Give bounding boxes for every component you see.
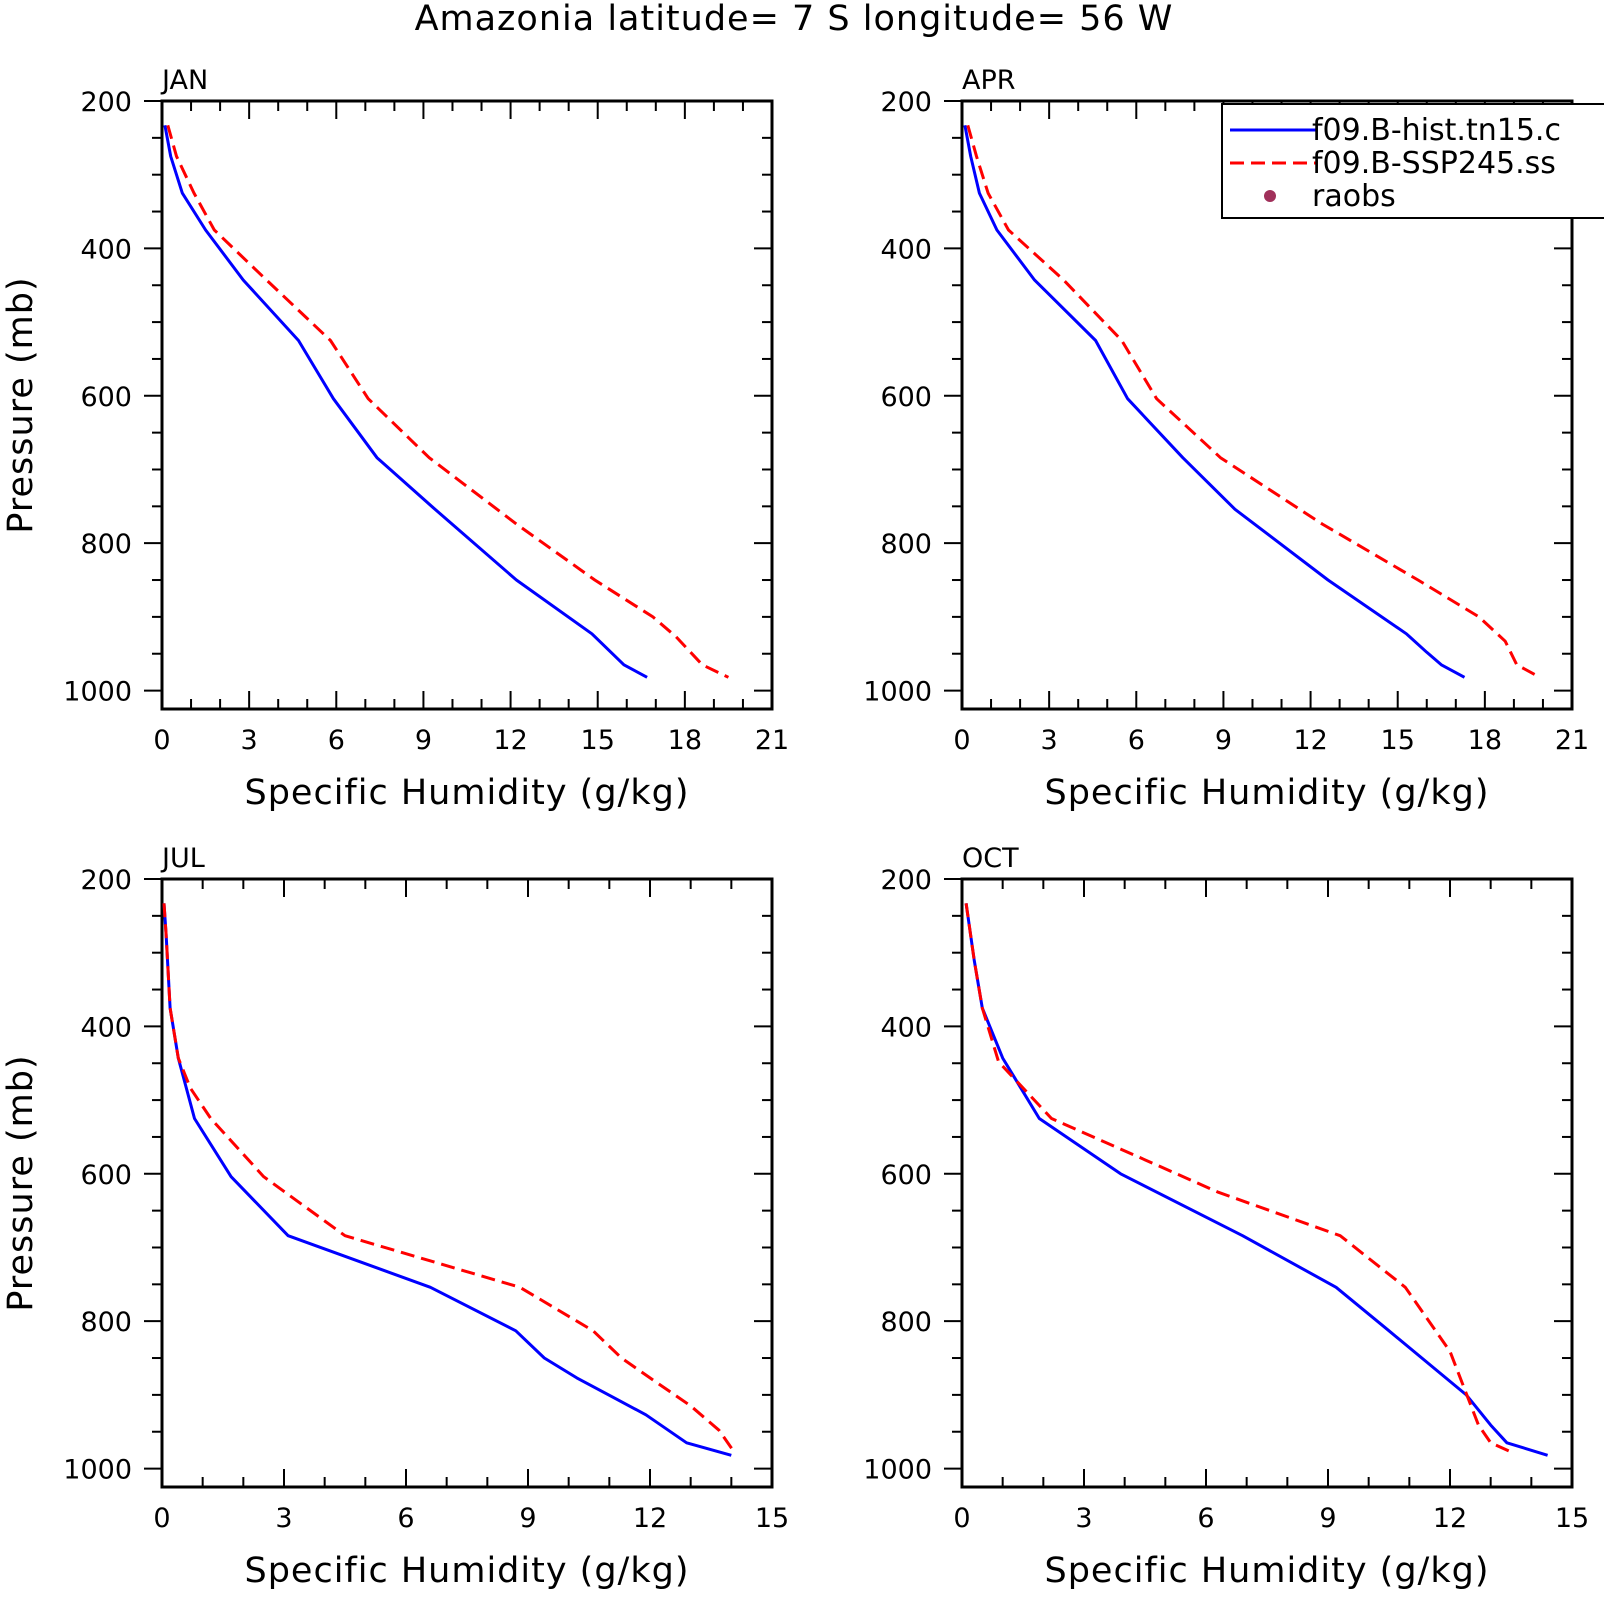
x-axis-label-jul: Specific Humidity (g/kg)	[245, 1551, 690, 1591]
x-tick-label-apr: 12	[1293, 725, 1327, 756]
y-tick-label-jan: 800	[80, 529, 132, 560]
series-line-jan-ssp245	[166, 124, 730, 679]
x-tick-label-jul: 12	[633, 1503, 667, 1534]
series-line-apr-ssp245	[966, 124, 1541, 679]
y-axis-label-jul: Pressure (mb)	[1, 1054, 41, 1311]
plot-frame-jan	[160, 99, 774, 711]
y-tick-label-apr: 200	[880, 87, 932, 118]
y-tick-label-jul: 600	[80, 1160, 132, 1191]
legend-label: f09.B-SSP245.ss	[1312, 146, 1556, 181]
y-tick-label-jul: 200	[80, 865, 132, 896]
x-tick-label-jul: 0	[153, 1503, 170, 1534]
x-axis-label-apr: Specific Humidity (g/kg)	[1045, 773, 1490, 813]
x-tick-label-apr: 0	[953, 725, 970, 756]
series-line-oct-hist	[964, 903, 1549, 1457]
x-tick-label-jan: 12	[493, 725, 527, 756]
panel-jan: JAN 0 3 6 9 12 15 18 21 200 400 600 800 1000 Specific …	[1, 65, 789, 813]
x-tick-label-jan: 9	[415, 725, 432, 756]
panel-jul: JUL 0 3 6 9 12 15 200 400 600 800 1000 Specific Humi…	[1, 843, 789, 1591]
panel-label-jan: JAN	[160, 65, 208, 96]
x-tick-label-apr: 18	[1468, 725, 1502, 756]
y-tick-label-jan: 200	[80, 87, 132, 118]
x-tick-label-jul: 9	[519, 1503, 536, 1534]
x-tick-label-jul: 3	[275, 1503, 292, 1534]
x-tick-label-oct: 12	[1433, 1503, 1467, 1534]
x-tick-label-oct: 6	[1197, 1503, 1214, 1534]
x-axis-label-oct: Specific Humidity (g/kg)	[1045, 1551, 1490, 1591]
x-axis-label-jan: Specific Humidity (g/kg)	[245, 773, 690, 813]
x-tick-label-apr: 6	[1128, 725, 1145, 756]
y-axis-label-jan: Pressure (mb)	[1, 276, 41, 533]
panel-label-oct: OCT	[962, 843, 1019, 874]
plot-frame-jul	[160, 877, 774, 1489]
y-tick-label-jan: 400	[80, 234, 132, 265]
x-tick-label-oct: 0	[953, 1503, 970, 1534]
series-line-jul-ssp245	[162, 903, 737, 1455]
y-tick-label-apr: 400	[880, 234, 932, 265]
x-tick-label-jul: 6	[397, 1503, 414, 1534]
panel-label-jul: JUL	[160, 843, 205, 874]
x-tick-label-apr: 3	[1041, 725, 1058, 756]
x-tick-label-jan: 15	[581, 725, 615, 756]
x-tick-label-apr: 15	[1381, 725, 1415, 756]
y-tick-label-apr: 1000	[863, 677, 932, 708]
x-tick-label-jan: 6	[328, 725, 345, 756]
plot-frame-oct	[960, 877, 1574, 1489]
y-tick-label-jan: 1000	[63, 677, 132, 708]
y-tick-label-apr: 800	[880, 529, 932, 560]
x-tick-label-apr: 21	[1555, 725, 1589, 756]
x-tick-label-jan: 0	[153, 725, 170, 756]
y-tick-label-jul: 800	[80, 1307, 132, 1338]
x-tick-label-apr: 9	[1215, 725, 1232, 756]
series-line-oct-ssp245	[964, 903, 1516, 1456]
y-tick-label-oct: 800	[880, 1307, 932, 1338]
y-tick-label-oct: 1000	[863, 1455, 932, 1486]
y-tick-label-oct: 400	[880, 1012, 932, 1043]
y-tick-label-jul: 1000	[63, 1455, 132, 1486]
x-tick-label-jan: 3	[241, 725, 258, 756]
y-tick-label-jul: 400	[80, 1012, 132, 1043]
series-line-jan-hist	[163, 125, 648, 679]
panel-oct: OCT 0 3 6 9 12 15 200 400 600 800 1000 Specific Humi…	[863, 843, 1589, 1591]
x-tick-label-oct: 3	[1075, 1503, 1092, 1534]
series-line-jul-hist	[162, 903, 732, 1457]
legend-label: raobs	[1312, 179, 1396, 214]
panel-label-apr: APR	[962, 65, 1016, 96]
x-tick-label-oct: 15	[1555, 1503, 1589, 1534]
y-tick-label-apr: 600	[880, 382, 932, 413]
x-tick-label-jul: 15	[755, 1503, 789, 1534]
series-line-apr-hist	[963, 125, 1466, 679]
figure-title: Amazonia latitude= 7 S longitude= 56 W	[415, 0, 1174, 39]
panel-apr: APR 0 3 6 9 12 15 18 21 200 400 600 800 1000 Specific …	[863, 65, 1589, 813]
legend-marker-raobs	[1264, 190, 1276, 202]
plot-frame-apr	[960, 99, 1574, 711]
x-tick-label-oct: 9	[1319, 1503, 1336, 1534]
y-tick-label-oct: 600	[880, 1160, 932, 1191]
x-tick-label-jan: 18	[668, 725, 702, 756]
legend-box	[1221, 103, 1604, 219]
y-tick-label-jan: 600	[80, 382, 132, 413]
y-tick-label-oct: 200	[880, 865, 932, 896]
x-tick-label-jan: 21	[755, 725, 789, 756]
legend-label: f09.B-hist.tn15.c	[1312, 113, 1561, 148]
